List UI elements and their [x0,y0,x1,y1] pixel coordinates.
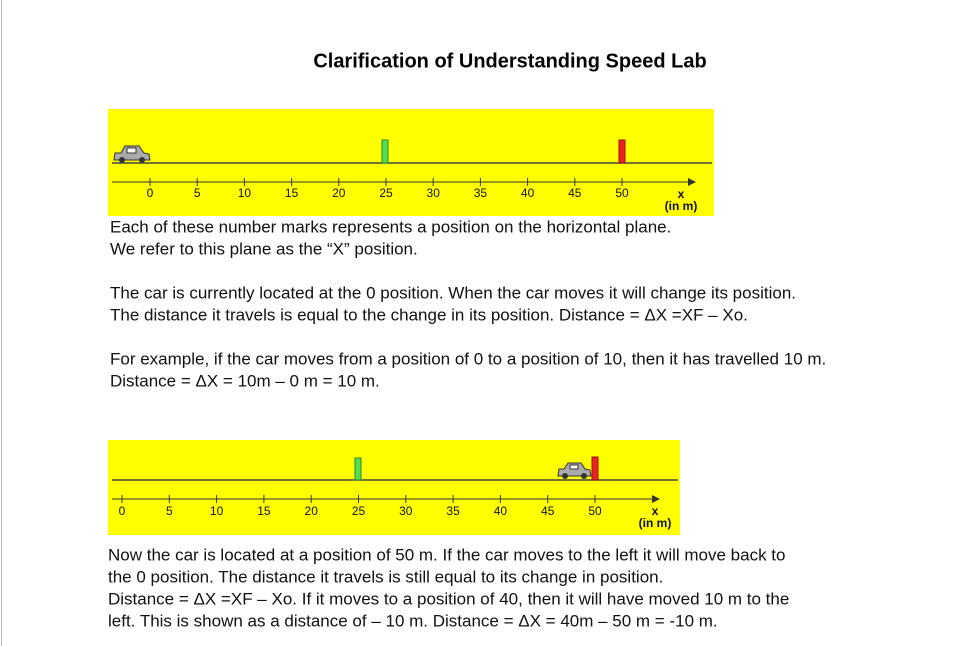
tick-label: 20 [332,186,346,200]
tick-label: 35 [446,504,460,518]
tick-label: 35 [474,186,488,200]
tick-label: 50 [588,504,602,518]
green-marker [381,139,389,164]
tick-label: 5 [166,504,173,518]
axis-label: x [652,504,659,518]
tick-group: 0 5 10 15 20 25 30 35 40 45 50 [119,495,602,518]
tick-label: 25 [379,186,393,200]
tick-label: 0 [119,504,126,518]
text-line: The car is currently located at the 0 po… [110,283,796,302]
text-line: Each of these number marks represents a … [110,217,671,236]
tick-label: 10 [210,504,224,518]
tick-label: 40 [521,186,535,200]
text-block-2: Now the car is located at a position of … [108,545,789,630]
tick-label: 40 [494,504,508,518]
tick-label: 45 [568,186,582,200]
figure-background [108,440,680,535]
text-line: Now the car is located at a position of … [108,545,785,564]
text-line: Distance = ΔX = 10m – 0 m = 10 m. [110,371,380,390]
title: Clarification of Understanding Speed Lab [313,50,706,72]
axis-unit: (in m) [665,199,698,213]
tick-label: 0 [147,186,154,200]
tick-label: 30 [399,504,413,518]
text-block-1: Each of these number marks represents a … [110,217,826,390]
figure-1: 0 5 10 15 20 25 30 35 40 45 50 x (in m) [108,109,714,216]
car [113,145,151,163]
tick-label: 25 [352,504,366,518]
text-line: The distance it travels is equal to the … [110,305,748,324]
red-marker [591,456,599,481]
green-marker [354,457,362,481]
car [557,462,592,479]
red-marker [618,139,626,164]
axis-label: x [678,187,685,201]
axis-unit: (in m) [639,516,672,530]
tick-label: 15 [257,504,271,518]
tick-label: 5 [194,186,201,200]
tick-label: 10 [238,186,252,200]
tick-group: 0 5 10 15 20 25 30 35 40 45 50 [147,178,629,200]
figure-2: 0 5 10 15 20 25 30 35 40 45 50 x (in m) [108,440,680,535]
axis-arrow [688,178,696,186]
tick-label: 50 [615,186,629,200]
tick-label: 20 [305,504,319,518]
text-line: We refer to this plane as the “X” positi… [110,239,418,258]
axis-arrow [652,495,660,503]
tick-label: 45 [541,504,555,518]
tick-label: 30 [427,186,441,200]
text-line: Distance = ΔX =XF – Xo. If it moves to a… [108,589,789,608]
text-line: For example, if the car moves from a pos… [110,349,826,368]
text-line: the 0 position. The distance it travels … [108,567,663,586]
tick-label: 15 [285,186,299,200]
text-line: left. This is shown as a distance of – 1… [108,611,718,630]
